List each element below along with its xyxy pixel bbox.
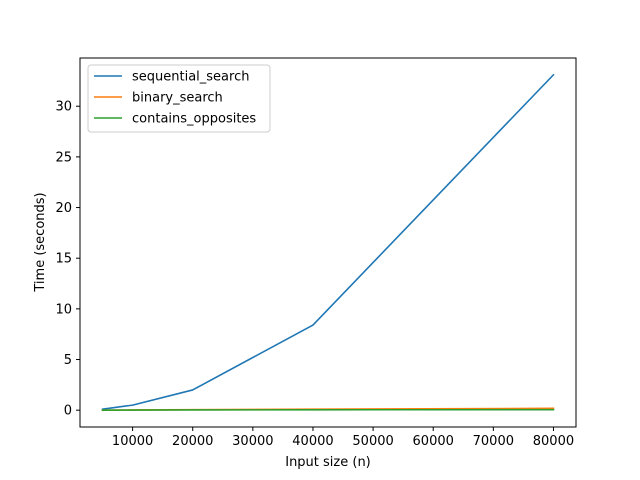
y-axis-label: Time (seconds) (33, 192, 48, 292)
x-tick-label: 40000 (292, 434, 333, 449)
x-tick-label: 50000 (352, 434, 393, 449)
x-axis-label: Input size (n) (285, 455, 371, 470)
x-axis: 10000 20000 30000 40000 50000 60000 70000 80000 (112, 427, 574, 449)
x-tick-label: 20000 (172, 434, 213, 449)
legend: sequential_search binary_search contains_o… (87, 64, 271, 133)
y-tick-label: 5 (64, 353, 72, 368)
y-tick-label: 25 (55, 150, 72, 165)
legend-label-contains-opposites: contains_opposites (132, 112, 256, 127)
series-line-contains-opposites (101, 408, 555, 411)
plot-frame (79, 57, 577, 428)
legend-box (87, 64, 271, 133)
x-tick-label: 60000 (413, 434, 454, 449)
series-layer (101, 73, 555, 411)
x-tick-label: 80000 (533, 434, 574, 449)
x-tick-label: 30000 (232, 434, 273, 449)
x-tick-label: 70000 (473, 434, 514, 449)
y-tick-label: 0 (64, 404, 72, 419)
series-line-sequential-search (101, 73, 555, 411)
x-tick-label: 10000 (112, 434, 153, 449)
y-axis: 0 5 10 15 20 25 30 (55, 100, 80, 419)
y-tick-label: 15 (55, 252, 72, 267)
y-tick-label: 30 (55, 100, 72, 115)
y-tick-label: 10 (55, 302, 72, 317)
legend-label-sequential-search: sequential_search (132, 70, 249, 85)
legend-label-binary-search: binary_search (132, 91, 223, 106)
y-tick-label: 20 (55, 201, 72, 216)
